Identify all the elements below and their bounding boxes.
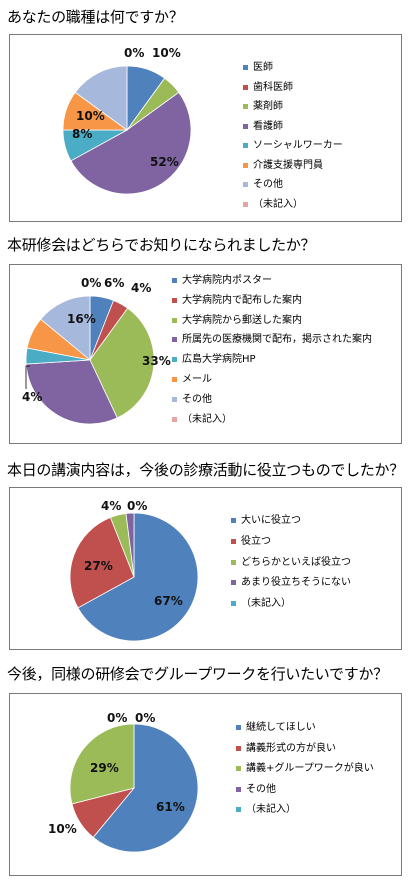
legend-swatch [172, 317, 177, 323]
legend-label: 薬剤師 [253, 101, 283, 112]
legend-label: 講義+グループワークが良い [246, 763, 374, 774]
legend-swatch [172, 278, 177, 283]
legend-label: （未記入） [182, 413, 232, 425]
legend-label: 講義形式の方が良い [246, 742, 336, 754]
slice-label-8: 0% [81, 276, 101, 290]
legend-swatch [236, 725, 241, 730]
slice-label-2: 10% [48, 822, 77, 836]
slice-7 [40, 295, 91, 361]
slice-label-1: 6% [104, 276, 124, 290]
legend-swatch [236, 766, 241, 771]
legend-label: 大学病院内ポスター [182, 275, 272, 286]
slice-label-1: 67% [154, 594, 183, 608]
legend-label: メール [182, 374, 212, 385]
legend-label: 看護師 [253, 120, 283, 132]
legend-label: （未記入） [241, 598, 291, 610]
legend-swatch [172, 337, 177, 343]
legend-swatch [236, 807, 241, 812]
legend-swatch [236, 786, 241, 792]
legend-label: 大学病院内で配布した案内 [182, 294, 302, 306]
slice-3 [69, 723, 135, 805]
slice-label-7: 16% [67, 312, 96, 326]
legend-swatch [243, 182, 248, 187]
slice-7 [74, 65, 128, 131]
legend-label: あまり役立ちそうにない [241, 577, 351, 589]
legend-swatch [231, 538, 236, 544]
chart2-title: 本研修会はどちらでお知りになられましたか？ [7, 236, 316, 254]
chart1-pie: 10% 52% 8% 10% 0% [62, 46, 192, 195]
chart2-panel: 6% 4% 33% 4% 16% 0% 大学病院内ポスター大学病院内で配布した案内 大学病院… [9, 264, 402, 444]
slice-label-3: 4% [101, 499, 121, 513]
legend-label: 大学病院から郵送した案内 [182, 314, 302, 326]
legend-swatch [172, 416, 177, 422]
legend-label: 医師 [253, 62, 273, 73]
slice-label-3: 33% [142, 354, 171, 368]
chart1-panel: 10% 52% 8% 10% 0% 医師歯科医師薬剤師看護師ソーシャルワーカー 介護支援専… [9, 34, 402, 222]
slice-label-8: 0% [124, 46, 144, 60]
chart2-pie: 6% 4% 33% 4% 16% 0% [22, 276, 171, 425]
slice-label-3: 29% [90, 761, 119, 775]
legend-label: ソーシャルワーカー [253, 140, 343, 151]
chart3-pie: 67% 27% 4% 0% [69, 499, 199, 642]
legend-label: 広島大学病院HP [182, 354, 256, 366]
legend-swatch [172, 396, 177, 402]
slice-label-5: 0% [127, 499, 147, 513]
legend-swatch [243, 162, 248, 168]
slice-label-4: 0% [107, 711, 127, 725]
legend-swatch [172, 377, 177, 382]
slice-label-1: 61% [156, 800, 185, 814]
slice-label-1: 10% [152, 46, 181, 60]
legend-label: 役立つ [241, 535, 271, 547]
legend-swatch [243, 104, 248, 109]
chart4-panel: 61% 10% 29% 0% 0% 継続してほしい講義形式の方が良い講義+グループワーク… [9, 693, 402, 876]
slice-4 [70, 91, 192, 195]
slice-label-5: 4% [22, 390, 42, 404]
legend-label: その他 [253, 179, 283, 190]
slice-1 [92, 723, 199, 853]
leader-line [25, 365, 30, 389]
chart3-panel: 67% 27% 4% 0% 大いに役立つ 役立つどちらかといえば役立つ あまり役立ちそうに… [9, 487, 402, 650]
chart4-title: 今後，同様の研修会でグループワークを行いたいですか？ [7, 665, 388, 683]
legend-swatch [236, 745, 241, 751]
legend-swatch [243, 84, 248, 90]
legend-swatch [172, 297, 177, 303]
legend-swatch [243, 201, 248, 207]
slice-2 [69, 516, 135, 609]
legend-label: （未記入） [246, 804, 296, 815]
legend-swatch [243, 143, 248, 148]
legend-label: 歯科医師 [253, 81, 293, 93]
chart1-title: あなたの職種は何ですか？ [7, 8, 184, 26]
legend-label: 継続してほしい [246, 722, 316, 733]
legend-swatch [243, 123, 248, 129]
legend-label: 大いに役立つ [241, 515, 301, 526]
legend-swatch [231, 601, 236, 607]
legend-swatch [231, 518, 236, 523]
slice-label-2: 4% [131, 281, 151, 295]
chart3-title: 本日の講演内容は，今後の診療活動に役立つものでしたか？ [7, 461, 404, 479]
legend-label: その他 [246, 783, 276, 795]
chart4-pie: 61% 10% 29% 0% 0% [48, 711, 199, 853]
slice-label-4: 52% [150, 155, 179, 169]
legend-label: 介護支援専門員 [253, 159, 323, 171]
legend-label: （未記入） [253, 198, 303, 210]
slice-label-2: 27% [84, 559, 113, 573]
legend-label: その他 [182, 393, 212, 405]
slice-4 [125, 512, 135, 578]
slice-label-5: 0% [135, 711, 155, 725]
legend-swatch [243, 65, 248, 70]
slice-4 [25, 359, 118, 425]
slice-label-6: 10% [76, 109, 105, 123]
legend-swatch [231, 580, 236, 586]
slice-3 [89, 307, 155, 419]
legend-swatch [172, 357, 177, 363]
slice-label-5: 8% [72, 127, 92, 141]
legend-label: 所属先の医療機関で配布，掲示された案内 [182, 334, 372, 346]
legend-swatch [231, 559, 236, 565]
legend-label: どちらかといえば役立つ [241, 556, 351, 568]
slice-1 [77, 512, 199, 642]
